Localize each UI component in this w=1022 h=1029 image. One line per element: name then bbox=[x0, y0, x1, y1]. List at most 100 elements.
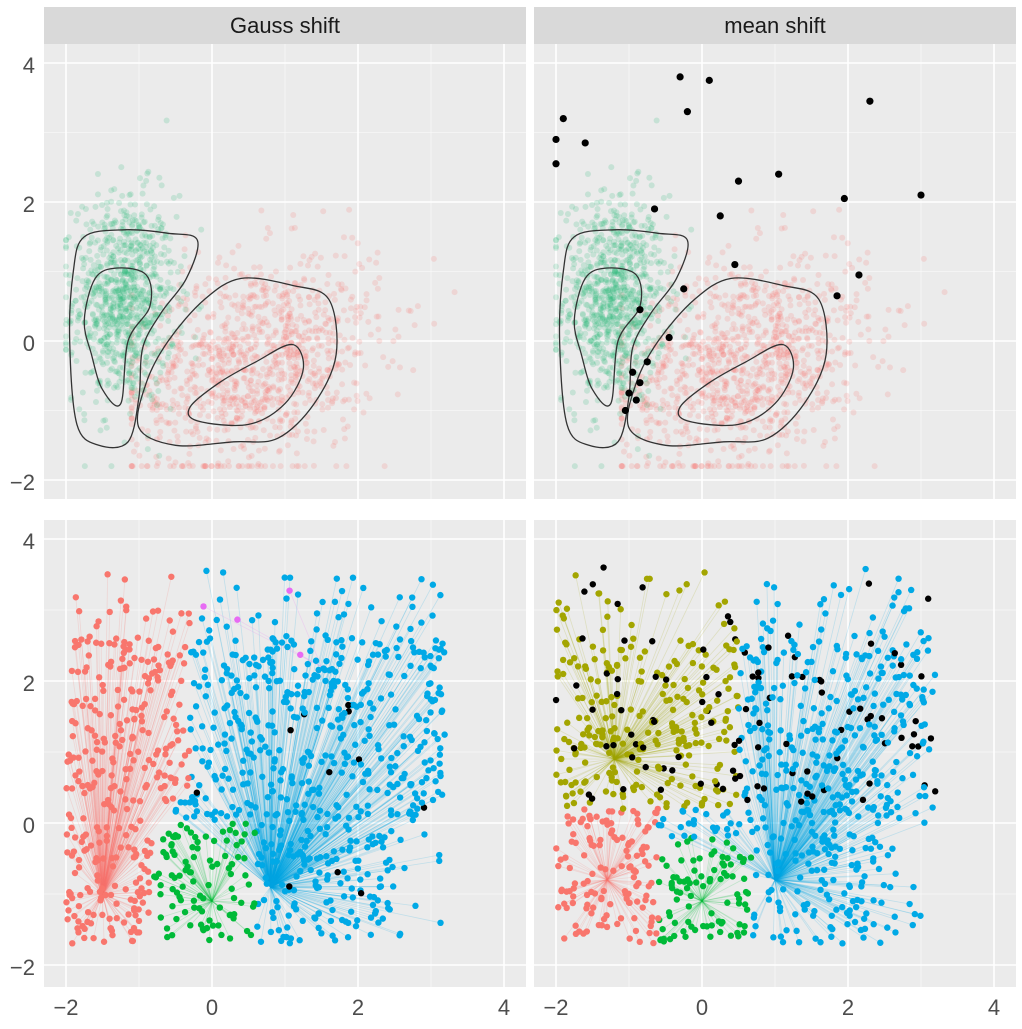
point-red-tr bbox=[719, 301, 725, 307]
point-red-tl bbox=[287, 265, 293, 271]
point-red-tr bbox=[674, 378, 680, 384]
point-green-tl bbox=[167, 235, 173, 241]
point-green-tr bbox=[632, 324, 638, 330]
point-green-tr bbox=[625, 313, 631, 319]
point-green-tl bbox=[122, 305, 128, 311]
point-red-tl bbox=[214, 463, 220, 469]
point-red-tl bbox=[352, 349, 358, 355]
point-red-tl bbox=[297, 261, 303, 267]
point-red-tl bbox=[316, 328, 322, 334]
point-red-tl bbox=[263, 236, 269, 242]
point-red-tl bbox=[353, 308, 359, 314]
point-green-tl bbox=[63, 347, 69, 353]
point-red-tr bbox=[806, 369, 812, 375]
point-red-tl bbox=[236, 359, 242, 365]
point-red-tr bbox=[827, 332, 833, 338]
point-red-tl bbox=[322, 321, 328, 327]
point-red-tr bbox=[730, 305, 736, 311]
point-green-tr bbox=[563, 358, 569, 364]
point-green-tr bbox=[635, 169, 641, 175]
point-red-tr bbox=[773, 412, 779, 418]
point-green-tr bbox=[627, 255, 633, 261]
point-green-tr bbox=[610, 283, 616, 289]
point-red-tl bbox=[375, 326, 381, 332]
point-red-tl bbox=[240, 299, 246, 305]
point-red-tr bbox=[669, 392, 675, 398]
point-red-tr bbox=[725, 307, 731, 313]
point-red-tr bbox=[795, 378, 801, 384]
point-green-tl bbox=[105, 320, 111, 326]
point-red-tl bbox=[217, 406, 223, 412]
point-red-tl bbox=[325, 397, 331, 403]
point-red-tl bbox=[220, 386, 226, 392]
point-red-tl bbox=[230, 249, 236, 255]
point-green-tl bbox=[145, 446, 151, 452]
point-red-tr bbox=[674, 369, 680, 375]
point-red-tl bbox=[235, 243, 241, 249]
point-red-tl bbox=[257, 329, 263, 335]
point-green-tl bbox=[121, 290, 127, 296]
point-red-tl bbox=[285, 442, 291, 448]
point-red-tr bbox=[795, 262, 801, 268]
point-red-tr bbox=[729, 326, 735, 332]
point-green-tl bbox=[156, 214, 162, 220]
point-red-tr bbox=[809, 343, 815, 349]
point-red-tr bbox=[849, 265, 855, 271]
point-red-tl bbox=[239, 326, 245, 332]
point-red-tr bbox=[792, 463, 798, 469]
point-green-tr bbox=[664, 214, 670, 220]
point-red-tr bbox=[776, 354, 782, 360]
point-green-tr bbox=[683, 355, 689, 361]
point-green-tl bbox=[135, 275, 141, 281]
point-red-tr bbox=[706, 254, 712, 260]
point-red-tr bbox=[715, 314, 721, 320]
point-red-tr bbox=[729, 336, 735, 342]
point-red-tl bbox=[130, 463, 136, 469]
point-green-tl bbox=[165, 279, 171, 285]
point-green-tr bbox=[618, 302, 624, 308]
point-red-tl bbox=[306, 294, 312, 300]
point-red-tl bbox=[395, 391, 401, 397]
point-red-tr bbox=[730, 299, 736, 305]
point-red-tr bbox=[814, 348, 820, 354]
point-red-tr bbox=[769, 394, 775, 400]
point-green-tr bbox=[591, 274, 597, 280]
point-red-tr bbox=[714, 390, 720, 396]
point-red-tl bbox=[252, 410, 258, 416]
point-red-tl bbox=[194, 390, 200, 396]
point-red-tl bbox=[234, 415, 240, 421]
point-green-tr bbox=[645, 388, 651, 394]
point-green-tr bbox=[569, 204, 575, 210]
point-red-tr bbox=[712, 322, 718, 328]
point-green-tr bbox=[576, 326, 582, 332]
point-red-tl bbox=[300, 390, 306, 396]
point-red-tl bbox=[179, 463, 185, 469]
point-red-tr bbox=[848, 350, 854, 356]
point-red-tl bbox=[267, 367, 273, 373]
point-red-tr bbox=[763, 328, 769, 334]
point-green-tl bbox=[138, 287, 144, 293]
point-red-tr bbox=[672, 405, 678, 411]
point-red-tr bbox=[703, 369, 709, 375]
point-green-tr bbox=[625, 275, 631, 281]
point-red-tl bbox=[312, 310, 318, 316]
point-green-tl bbox=[139, 211, 145, 217]
point-green-tr bbox=[628, 287, 634, 293]
point-red-tr bbox=[742, 410, 748, 416]
point-red-tr bbox=[762, 359, 768, 365]
point-red-tl bbox=[309, 254, 315, 260]
point-red-tr bbox=[656, 367, 662, 373]
point-red-tl bbox=[184, 378, 190, 384]
point-red-tr bbox=[655, 420, 661, 426]
point-red-tr bbox=[832, 253, 838, 259]
point-red-tr bbox=[854, 297, 860, 303]
point-red-tr bbox=[829, 348, 835, 354]
point-red-tr bbox=[902, 322, 908, 328]
point-red-tr bbox=[793, 421, 799, 427]
point-red-tl bbox=[406, 307, 412, 313]
point-red-tl bbox=[208, 391, 214, 397]
point-red-tl bbox=[250, 366, 256, 372]
point-green-tl bbox=[68, 352, 74, 358]
point-red-tr bbox=[708, 304, 714, 310]
point-red-tl bbox=[367, 395, 373, 401]
